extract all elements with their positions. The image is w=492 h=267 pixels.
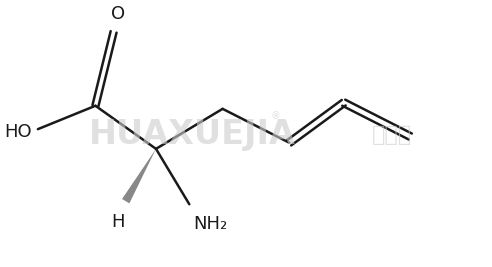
Text: HUAXUEJIA: HUAXUEJIA <box>89 119 296 151</box>
Text: 化学加: 化学加 <box>372 125 412 145</box>
Polygon shape <box>122 149 156 203</box>
Text: HO: HO <box>4 123 32 141</box>
Text: ®: ® <box>270 111 280 121</box>
Text: H: H <box>112 214 125 231</box>
Text: O: O <box>111 5 125 23</box>
Text: NH₂: NH₂ <box>193 215 228 233</box>
